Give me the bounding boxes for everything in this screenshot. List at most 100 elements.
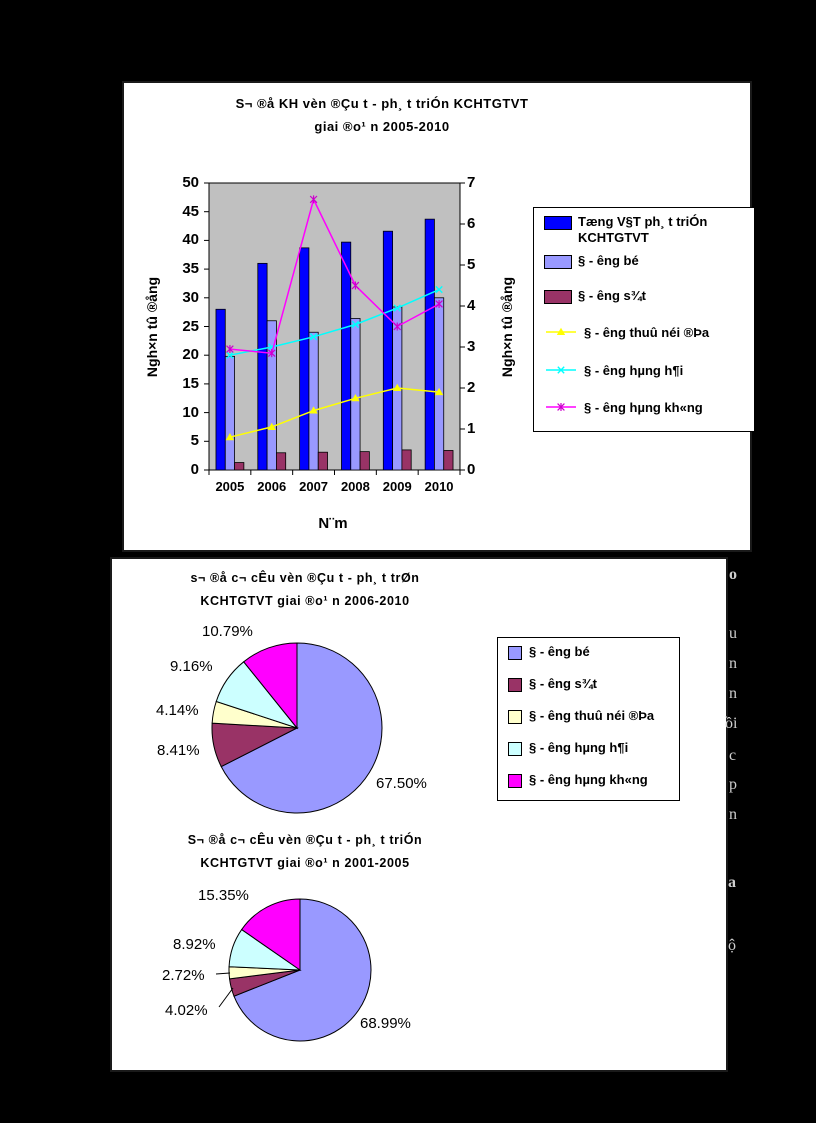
y-axis-right-tick-label: 2 [467, 379, 476, 396]
x-axis-category-label: 2007 [299, 479, 329, 494]
combo-chart-legend: Tæng V§T ph¸ t triÓn KCHTGTVT § - êng bé §… [533, 207, 755, 432]
bar-2-2007 [317, 451, 328, 471]
y-axis-left-tick-label: 5 [190, 432, 199, 450]
x-axis-category-label: 2009 [382, 479, 412, 494]
pie-charts-frame: s¬ ®å c¬ cÊu vèn ®Çu t - ph¸ t trØn KCHT… [110, 557, 728, 1072]
x-marker [309, 333, 318, 341]
bar-2-2006 [276, 452, 287, 471]
line-series [229, 288, 440, 356]
x-marker [393, 304, 401, 312]
pie1-slice-label: 4.14% [156, 702, 199, 719]
asterisk-marker [226, 345, 234, 354]
bar-1-2010 [434, 297, 445, 471]
legend-label: § - êng hµng h¶i [529, 740, 629, 755]
pie1-svg [211, 642, 383, 814]
legend-item: § - êng hµng kh«ng [544, 400, 754, 416]
pie-slice [240, 898, 301, 971]
legend-swatch [544, 255, 572, 269]
clipped-letter: n [729, 806, 737, 823]
x-marker [435, 285, 443, 294]
y-axis-right-title: Ngh×n tû ®ång [499, 276, 515, 378]
legend-swatch [544, 216, 572, 230]
y-axis-right-tick-label: 6 [467, 215, 476, 232]
legend-item: § - êng s¾t [508, 676, 597, 692]
legend-label: § - êng hµng kh«ng [529, 772, 648, 787]
legend-item: § - êng s¾t [544, 288, 748, 304]
x-marker [226, 351, 234, 359]
bar-2-2010 [443, 450, 454, 471]
pie2-svg [215, 898, 372, 1042]
line-series [229, 197, 440, 355]
legend-swatch [508, 742, 522, 756]
legend-label: § - êng bé [578, 253, 639, 268]
legend-label: § - êng thuû néi ®Þa [584, 325, 710, 340]
y-axis-left-tick-label: 0 [190, 461, 199, 478]
legend-swatch [544, 290, 572, 304]
legend-line-sample [544, 325, 578, 339]
clipped-letter: ồi [725, 715, 738, 732]
clipped-letter: o [729, 566, 737, 583]
legend-item: § - êng hµng h¶i [544, 363, 754, 379]
clipped-letter: ộ [728, 937, 736, 954]
y-axis-left-tick-label: 15 [182, 374, 199, 392]
legend-line-sample [544, 400, 578, 414]
pie-slice [233, 898, 372, 1042]
y-axis-left-tick-label: 30 [182, 288, 199, 306]
triangle-marker [351, 394, 360, 402]
legend-item: § - êng thuû néi ®Þa [508, 708, 654, 724]
legend-swatch [508, 774, 522, 788]
legend-item: Tæng V§T ph¸ t triÓn KCHTGTVT [544, 214, 748, 247]
clipped-letter: a [728, 874, 736, 891]
y-axis-left-title: Ngh×n tû ®ång [144, 276, 160, 378]
pie1-slice-label: 9.16% [170, 658, 213, 675]
triangle-marker [556, 327, 566, 335]
asterisk-marker [435, 299, 443, 308]
y-axis-left-tick-label: 45 [182, 202, 199, 220]
y-axis-right-tick-label: 0 [467, 461, 476, 478]
y-axis-left-tick-label: 25 [182, 317, 199, 335]
bar-0-2005 [215, 308, 226, 471]
bar-0-2007 [299, 247, 310, 471]
clipped-letter: c [729, 747, 737, 764]
triangle-marker [309, 406, 318, 414]
pie1-slice-label: 8.41% [157, 742, 200, 759]
triangle-marker [434, 387, 444, 396]
leader-line [218, 987, 234, 1008]
combo-chart-title-line1: S¬ ®å KH vèn ®Çu t - ph¸ t triÓn KCHTGTV… [235, 96, 529, 111]
pie-slice [220, 642, 383, 814]
leader-line [215, 972, 231, 975]
pie2-slice-label: 2.72% [162, 967, 205, 984]
pie1-slice-label: 10.79% [202, 623, 253, 640]
line-series [229, 387, 440, 438]
pie1-slice-label: 67.50% [376, 775, 427, 792]
y-axis-right-tick-label: 4 [467, 297, 476, 314]
bar-1-2006 [266, 320, 277, 471]
y-axis-right-tick-label: 3 [467, 338, 476, 355]
pie2-title-line2: KCHTGTVT giai ®o¹ n 2001-2005 [200, 856, 410, 870]
clipped-letter: n [729, 685, 737, 702]
legend-item: § - êng hµng kh«ng [508, 772, 648, 788]
asterisk-marker [267, 349, 276, 358]
legend-label: § - êng s¾t [529, 676, 597, 691]
bar-2-2008 [359, 451, 370, 471]
pie2-slice-label: 15.35% [198, 887, 249, 904]
bar-0-2009 [382, 230, 394, 471]
legend-label: § - êng hµng kh«ng [584, 400, 703, 415]
y-axis-right-tick-label: 5 [467, 256, 476, 273]
combo-chart-frame: S¬ ®å KH vèn ®Çu t - ph¸ t triÓn KCHTGTV… [122, 81, 755, 552]
legend-item: § - êng bé [544, 253, 748, 269]
bar-1-2005 [224, 355, 235, 471]
pie1-title-line1: s¬ ®å c¬ cÊu vèn ®Çu t - ph¸ t trØn [190, 571, 420, 585]
pie-chart-legend: § - êng bé § - êng s¾t § - êng thuû néi ®Þ… [497, 637, 680, 801]
y-axis-left-tick-label: 40 [182, 231, 199, 249]
x-axis-category-label: 2010 [424, 479, 454, 494]
legend-item: § - êng bé [508, 644, 590, 660]
legend-label: § - êng thuû néi ®Þa [529, 708, 655, 723]
x-axis-title: N¨m [318, 515, 348, 532]
bar-0-2006 [257, 262, 268, 471]
combo-chart-svg [204, 182, 465, 475]
x-marker [351, 320, 360, 329]
legend-item: § - êng hµng h¶i [508, 740, 628, 756]
combo-plot-area [201, 175, 468, 483]
asterisk-marker [393, 322, 402, 331]
